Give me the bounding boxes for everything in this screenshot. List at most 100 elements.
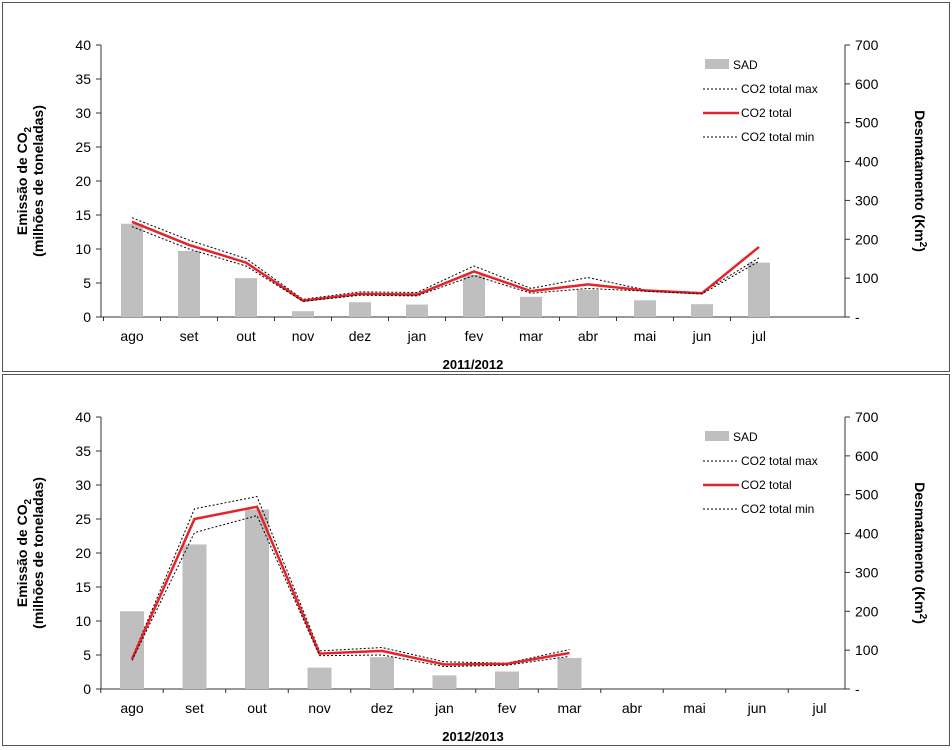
x-axis-tick-label: mai: [634, 328, 657, 344]
left-axis-title: Emissão de CO2(milhões de toneladas): [14, 105, 46, 257]
right-axis-title-main: Desmatamento (Km: [912, 482, 928, 613]
right-axis-tick-label: 300: [855, 192, 879, 208]
sad-bar: [370, 657, 394, 689]
legend-swatch-bar: [705, 431, 729, 441]
sad-bar: [307, 667, 332, 689]
x-axis-tick-label: out: [247, 700, 267, 716]
right-axis-tick-label: 100: [855, 270, 879, 286]
right-axis-title: Desmatamento (Km2): [912, 482, 928, 624]
left-axis-title-line1: Emissão de CO2: [14, 498, 34, 607]
x-axis-tick-label: nov: [292, 328, 315, 344]
sad-bar: [245, 509, 269, 689]
left-axis-tick-label: 0: [83, 309, 91, 325]
right-axis-tick-label: 300: [855, 564, 879, 580]
left-axis-tick-label: 30: [75, 477, 91, 493]
right-axis-tick-label: 400: [855, 526, 879, 542]
sad-bar: [577, 289, 599, 317]
x-axis-tick-label: jan: [407, 328, 427, 344]
sad-bar: [691, 304, 713, 317]
sad-bar: [235, 278, 257, 317]
sad-bar: [406, 304, 428, 317]
left-axis-title-subscript: 2: [23, 126, 34, 132]
x-axis-tick-label: jan: [434, 700, 454, 716]
legend-label: CO2 total min: [741, 130, 814, 144]
x-axis-tick-label: set: [185, 700, 204, 716]
chart-panel-2011-2012: 0 5 10 15 20 25 30 35 40 - 100 200 300 400 500 600 700 ag…: [2, 2, 950, 372]
right-axis-tick-label: 400: [855, 154, 879, 170]
right-axis-tick-label: 700: [855, 37, 879, 53]
left-axis-tick-label: 10: [75, 613, 91, 629]
x-axis-tick-label: dez: [349, 328, 372, 344]
sad-bar: [121, 223, 143, 317]
right-axis-tick-label: 500: [855, 487, 879, 503]
left-axis-tick-label: 15: [75, 207, 91, 223]
left-axis-tick-label: 0: [83, 681, 91, 697]
chart-2011-2012: 0 5 10 15 20 25 30 35 40 - 100 200 300 400 500 600 700 ag…: [14, 37, 928, 371]
legend-label: CO2 total: [741, 478, 792, 492]
left-axis-tick-label: 25: [75, 139, 91, 155]
sad-bar: [120, 611, 144, 689]
left-axis-tick-label: 5: [83, 647, 91, 663]
left-axis-tick-label: 35: [75, 71, 91, 87]
x-axis-tick-label: mar: [557, 700, 581, 716]
sad-bar: [520, 296, 542, 317]
left-axis-tick-label: 40: [75, 409, 91, 425]
left-axis-tick-label: 5: [83, 275, 91, 291]
x-axis-tick-label: ago: [120, 328, 144, 344]
co2-total-max-line: [131, 495, 570, 664]
right-axis-title-text: Desmatamento (Km2): [912, 482, 928, 624]
legend-label: CO2 total max: [741, 454, 818, 468]
x-axis-tick-label: mai: [683, 700, 706, 716]
sad-bar: [349, 302, 371, 317]
right-axis-tick-label: 700: [855, 409, 879, 425]
sad-bar: [634, 300, 656, 317]
legend-swatch-bar: [705, 59, 729, 69]
sad-bar: [557, 657, 582, 689]
x-axis-tick-label: jul: [751, 328, 766, 344]
right-axis-tick-label: -: [855, 681, 860, 697]
legend-label: CO2 total max: [741, 82, 818, 96]
right-axis-title: Desmatamento (Km2): [912, 110, 928, 252]
x-axis-tick-label: abr: [578, 328, 599, 344]
right-axis-title-main: Desmatamento (Km: [912, 110, 928, 241]
x-axis-tick-label: fev: [498, 700, 517, 716]
right-axis-title-superscript: 2: [917, 614, 928, 620]
right-axis-title-end: ): [912, 619, 928, 624]
left-axis-title-text: Emissão de CO: [14, 132, 30, 235]
sad-bar: [748, 262, 770, 317]
left-axis-tick-label: 35: [75, 443, 91, 459]
sad-bar: [495, 671, 519, 689]
period-label: 2012/2013: [442, 729, 503, 744]
co2-total-line: [131, 220, 760, 302]
left-axis-tick-label: 20: [75, 545, 91, 561]
x-axis-tick-label: out: [236, 328, 256, 344]
right-axis-tick-label: 600: [855, 76, 879, 92]
x-axis-tick-label: jul: [811, 700, 826, 716]
x-axis-tick-label: jun: [692, 328, 712, 344]
legend-label: CO2 total: [741, 106, 792, 120]
right-axis-tick-label: -: [855, 309, 860, 325]
left-axis-title-line1: Emissão de CO2: [14, 126, 34, 235]
right-axis-title-text: Desmatamento (Km2): [912, 110, 928, 252]
legend-label: CO2 total min: [741, 502, 814, 516]
x-axis-tick-label: dez: [371, 700, 394, 716]
right-axis-tick-label: 100: [855, 642, 879, 658]
co2-total-max-line: [131, 217, 760, 300]
sad-bar: [178, 250, 200, 317]
x-axis-tick-label: ago: [120, 700, 144, 716]
sad-bar: [463, 275, 485, 317]
chart-panel-2012-2013: 0 5 10 15 20 25 30 35 40 - 100 200 300 400 500 600 700 ag…: [2, 374, 950, 746]
legend-label: SAD: [733, 430, 758, 444]
x-axis-tick-label: set: [180, 328, 199, 344]
right-axis-title-superscript: 2: [917, 242, 928, 248]
x-axis-tick-label: nov: [308, 700, 331, 716]
x-axis-tick-label: mar: [519, 328, 543, 344]
right-axis-tick-label: 200: [855, 231, 879, 247]
left-axis-title-text: Emissão de CO: [14, 504, 30, 607]
sad-bar: [292, 311, 314, 317]
x-axis-tick-label: fev: [465, 328, 484, 344]
co2-total-min-line: [131, 226, 760, 302]
right-axis-title-end: ): [912, 247, 928, 252]
right-axis-tick-label: 600: [855, 448, 879, 464]
legend-label: SAD: [733, 58, 758, 72]
